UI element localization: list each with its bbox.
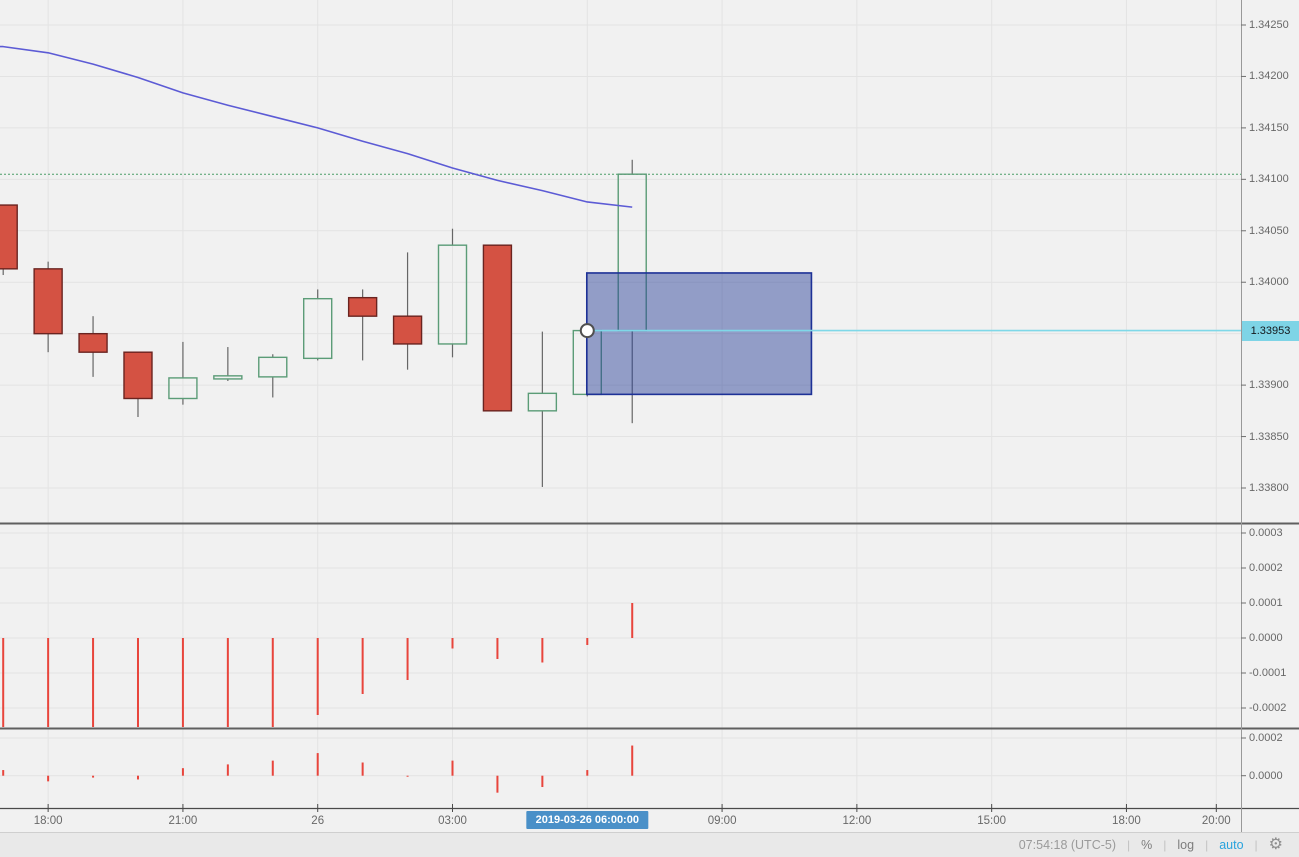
ray-anchor-handle[interactable] (579, 323, 595, 339)
drawing-time-badge: 2019-03-26 06:00:00 (526, 811, 648, 829)
delta-bar (316, 638, 319, 715)
status-bar: 07:54:18 (UTC-5) | % | log | auto | ⚙ (0, 832, 1299, 857)
price-axis-label: 1.34050 (1249, 224, 1289, 237)
price-axis-label: 1.34200 (1249, 70, 1289, 83)
delta-bar (2, 638, 5, 727)
time-axis-label: 26 (311, 815, 325, 827)
time-axis-label: 12:00 (842, 815, 872, 827)
price-axis-label: 1.34100 (1249, 173, 1289, 186)
price-axis-label: 0.0000 (1249, 632, 1283, 644)
time-axis-label: 20:00 (1201, 815, 1231, 827)
separator: | (1254, 838, 1258, 852)
time-axis-label: 09:00 (707, 815, 737, 827)
price-axis-label: 0.0000 (1249, 769, 1283, 782)
clock-label: 07:54:18 (UTC-5) (1018, 838, 1116, 852)
delta-bar (316, 753, 319, 776)
candle-body (123, 351, 153, 400)
delta-bar (271, 638, 274, 727)
candle-body (33, 268, 63, 335)
candle-body (392, 315, 423, 345)
price-axis-label: 1.34250 (1249, 19, 1289, 31)
drawing-rect[interactable] (585, 272, 813, 396)
price-axis-label: 1.34150 (1249, 121, 1289, 134)
delta-bar (271, 760, 274, 776)
delta-bar (586, 770, 589, 776)
price-axis-label: 1.33850 (1249, 430, 1289, 443)
settings-gear-icon[interactable]: ⚙ (1268, 836, 1283, 853)
delta-bar (496, 775, 499, 793)
price-axis-label: 0.0002 (1249, 562, 1283, 574)
ma-line (0, 45, 633, 208)
delta-bar (47, 775, 50, 782)
candle-body (213, 375, 243, 380)
delta-bar (136, 638, 139, 727)
delta-bar (92, 775, 95, 778)
delta-bar (181, 638, 184, 727)
candle-body (258, 356, 288, 378)
time-axis-label: 18:00 (33, 815, 63, 827)
price-axis-label: 0.0003 (1249, 527, 1283, 539)
candle-body (0, 204, 18, 270)
price-axis-label: -0.0002 (1249, 702, 1287, 714)
candle-body (168, 377, 198, 400)
delta-bar (406, 775, 409, 777)
delta-bar (361, 762, 364, 776)
delta-bar (361, 638, 364, 694)
price-axis-label: 0.0002 (1249, 732, 1283, 744)
price-axis-label: 1.33900 (1249, 379, 1289, 392)
candle-body (482, 244, 513, 412)
price-axis-label: 1.34000 (1249, 276, 1289, 289)
delta-bar (181, 768, 184, 776)
delta-bar (2, 770, 5, 776)
separator: | (1163, 838, 1167, 852)
drawing-price-badge: 1.33953 (1242, 320, 1299, 341)
delta-bar (541, 638, 544, 663)
delta-bar (451, 638, 454, 649)
candle-body (303, 297, 333, 360)
delta-bar (92, 638, 95, 727)
delta-bar (226, 638, 229, 727)
delta-bar (631, 603, 634, 638)
time-axis-label: 03:00 (438, 815, 467, 827)
price-axis-label: -0.0001 (1249, 667, 1287, 679)
delta-bar (496, 638, 499, 659)
delta-bar (451, 760, 454, 776)
delta-bar (406, 638, 409, 680)
delta-bar (586, 638, 589, 645)
candle-body (527, 392, 558, 412)
delta-bar (631, 745, 634, 776)
time-axis-label: 18:00 (1112, 815, 1141, 827)
delta-bar (136, 775, 139, 780)
separator: | (1205, 838, 1209, 852)
delta-bar (541, 775, 544, 788)
time-axis-label: 15:00 (977, 815, 1007, 827)
time-axis-label: 21:00 (168, 815, 198, 827)
candle-body (347, 296, 378, 317)
log-scale-button[interactable]: log (1177, 838, 1195, 852)
percent-scale-button[interactable]: % (1141, 838, 1153, 852)
delta-bar (226, 764, 229, 776)
auto-scale-button[interactable]: auto (1219, 838, 1244, 852)
price-axis-label: 1.33800 (1249, 482, 1289, 494)
candle-body (437, 244, 468, 345)
candle-body (78, 332, 108, 353)
separator: | (1127, 838, 1131, 852)
price-axis-label: 0.0001 (1249, 597, 1283, 609)
delta-bar (47, 638, 50, 727)
